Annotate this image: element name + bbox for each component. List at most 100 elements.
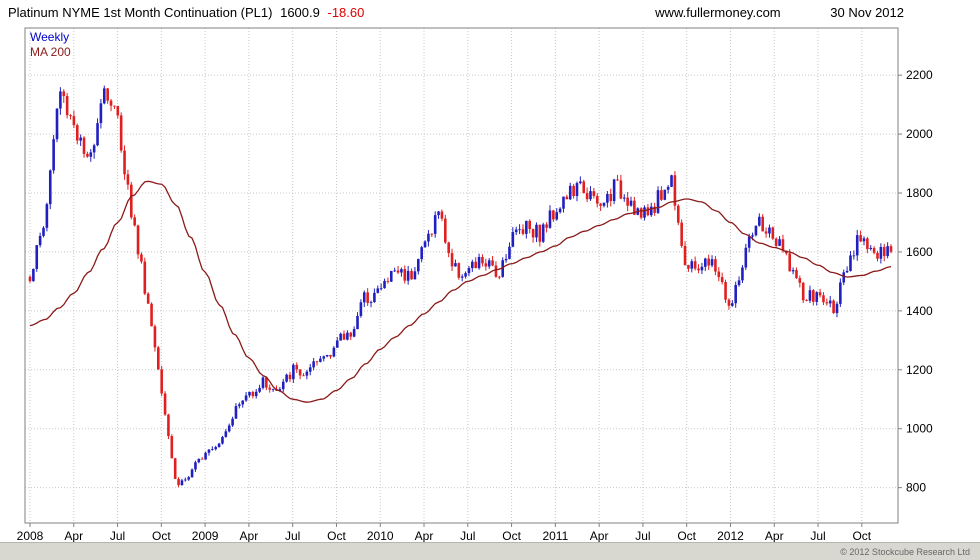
candle-up (102, 88, 106, 104)
candle-down (660, 190, 663, 200)
candle-up (835, 303, 839, 314)
candle-down (28, 276, 32, 282)
candle-up (747, 236, 751, 248)
candle-up (622, 197, 626, 199)
candle-down (872, 247, 876, 253)
candle-up (413, 271, 417, 280)
x-axis-label: Oct (852, 529, 871, 543)
candle-down (832, 300, 835, 314)
candle-up (416, 259, 420, 272)
candle-up (241, 400, 245, 405)
candle-up (839, 282, 842, 304)
candle-up (862, 238, 866, 242)
candle-down (822, 295, 825, 303)
candle-down (349, 332, 353, 337)
candle-up (568, 185, 572, 200)
candle-up (508, 246, 511, 259)
candle-up (535, 224, 538, 238)
candle-up (433, 215, 437, 234)
candle-down (724, 282, 727, 300)
candle-down (140, 254, 143, 262)
candle-down (774, 238, 778, 246)
candle-up (184, 479, 187, 481)
candle-up (362, 292, 366, 303)
candle-up (99, 103, 103, 124)
candle-down (693, 261, 697, 269)
x-axis-label: Apr (240, 529, 259, 543)
candle-up (737, 280, 741, 286)
candle-up (244, 395, 248, 401)
candle-up (325, 354, 329, 357)
candle-up (281, 381, 285, 390)
candle-down (592, 191, 596, 197)
website-link[interactable]: www.fullermoney.com (655, 5, 781, 20)
candle-up (335, 340, 339, 348)
candle-up (190, 469, 194, 478)
candle-down (133, 217, 136, 226)
candle-down (521, 229, 525, 234)
candle-up (52, 139, 55, 171)
x-axis-label: Apr (415, 529, 434, 543)
candle-down (889, 246, 893, 252)
candle-down (528, 220, 532, 230)
candle-down (86, 153, 89, 157)
candle-down (714, 259, 717, 272)
candle-down (315, 361, 319, 363)
candle-up (420, 247, 423, 260)
candle-down (565, 196, 569, 200)
candle-up (464, 273, 467, 277)
candle-up (35, 245, 39, 269)
candle-up (437, 211, 440, 216)
candle-down (396, 270, 400, 273)
candle-up (59, 91, 62, 109)
candle-up (373, 292, 376, 303)
candle-down (781, 239, 785, 251)
candle-down (595, 196, 599, 204)
candle-down (474, 261, 477, 269)
x-axis-label: 2008 (17, 529, 44, 543)
candle-up (194, 462, 197, 470)
candle-up (460, 276, 464, 278)
candle-up (454, 263, 457, 267)
candle-down (859, 235, 862, 242)
candle-up (731, 303, 734, 306)
candle-down (646, 207, 650, 216)
candle-down (268, 387, 272, 390)
candle-up (204, 452, 207, 460)
candle-up (207, 449, 211, 453)
candle-down (805, 300, 808, 302)
y-axis-label: 800 (906, 481, 926, 495)
candle-up (322, 356, 326, 359)
x-axis-label: Jul (810, 529, 825, 543)
candle-up (548, 210, 552, 228)
candle-up (666, 186, 670, 190)
candle-down (403, 269, 407, 281)
candle-up (261, 377, 265, 388)
candle-up (346, 332, 349, 340)
candle-down (680, 222, 683, 246)
candle-up (224, 431, 228, 437)
candle-up (562, 196, 565, 209)
y-axis-label: 2000 (906, 127, 933, 141)
candle-up (32, 268, 35, 282)
candle-up (254, 391, 258, 397)
candle-down (616, 179, 619, 181)
candle-down (582, 181, 586, 194)
candle-down (798, 278, 802, 283)
candle-up (558, 208, 562, 213)
candle-up (356, 315, 359, 330)
candle-down (585, 193, 589, 200)
candle-up (393, 270, 396, 272)
candle-down (82, 137, 86, 154)
candle-up (828, 300, 832, 304)
date-label: 30 Nov 2012 (830, 5, 904, 20)
candle-up (869, 247, 873, 250)
candle-up (703, 258, 707, 267)
candle-down (683, 245, 687, 266)
candle-down (882, 246, 886, 257)
y-axis-label: 1000 (906, 422, 933, 436)
candle-up (471, 261, 474, 269)
candle-down (123, 150, 126, 175)
